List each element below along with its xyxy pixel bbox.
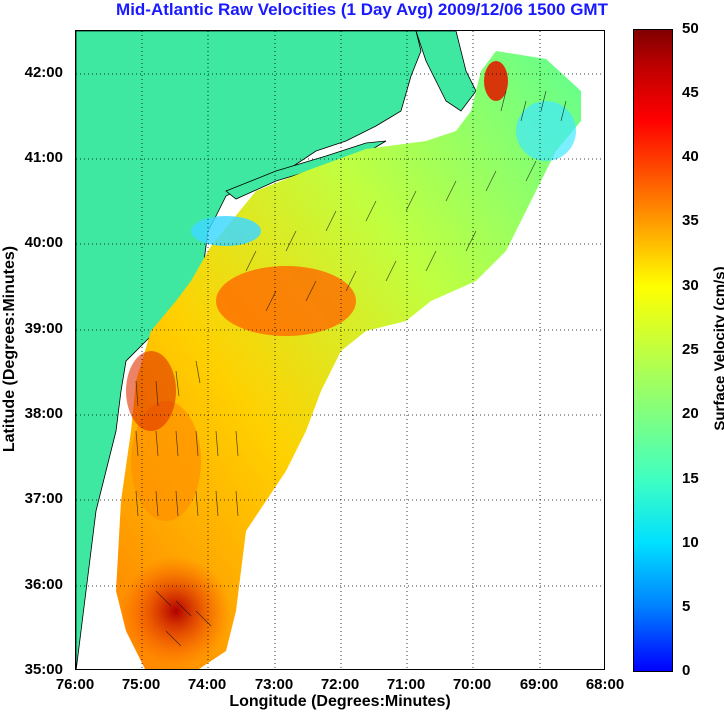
- colorbar-tick-label: 25: [682, 341, 699, 358]
- colorbar-tick-label: 35: [682, 212, 699, 229]
- map-plot-area[interactable]: [75, 30, 605, 670]
- x-axis-label: Longitude (Degrees:Minutes): [229, 693, 451, 710]
- y-tick-label: 35:00: [24, 661, 63, 678]
- colorbar-tick-label: 45: [682, 84, 699, 101]
- velocity-field: [116, 51, 581, 669]
- colorbar: [633, 29, 673, 672]
- x-tick-label: 70:00: [452, 676, 492, 693]
- x-tick-label: 74:00: [187, 676, 227, 693]
- colorbar-tick-label: 40: [682, 148, 699, 165]
- x-tick-label: 71:00: [386, 676, 426, 693]
- x-tick-label: 75:00: [121, 676, 161, 693]
- y-tick-label: 41:00: [24, 149, 63, 166]
- colorbar-tick-label: 10: [682, 534, 699, 551]
- land-long-island: [225, 140, 387, 200]
- y-tick-label: 38:00: [24, 405, 63, 422]
- chart-title: Mid-Atlantic Raw Velocities (1 Day Avg) …: [116, 0, 608, 19]
- colorbar-tick-label: 5: [682, 598, 691, 615]
- x-tick-label: 69:00: [519, 676, 559, 693]
- land-cape-cod: [415, 31, 477, 112]
- map-svg: [76, 31, 604, 669]
- y-axis-label: Latitude (Degrees:Minutes): [1, 245, 18, 453]
- map-gridlines: [76, 31, 604, 669]
- y-tick-label: 36:00: [24, 576, 63, 593]
- colorbar-tick-label: 15: [682, 470, 699, 487]
- y-tick-label: 39:00: [24, 320, 63, 337]
- x-tick-label: 72:00: [320, 676, 360, 693]
- colorbar-tick-label: 20: [682, 405, 699, 422]
- velocity-vectors: [135, 90, 567, 647]
- y-tick-label: 40:00: [24, 234, 63, 251]
- colorbar-tick-label: 0: [682, 662, 691, 679]
- y-tick-label: 42:00: [24, 64, 63, 81]
- colorbar-label: Surface Velocity (cm/s): [711, 266, 724, 431]
- colorbar-tick-label: 50: [682, 20, 699, 37]
- x-tick-label: 76:00: [55, 676, 95, 693]
- colorbar-tick-label: 30: [682, 277, 699, 294]
- x-tick-label: 73:00: [254, 676, 294, 693]
- y-tick-label: 37:00: [24, 490, 63, 507]
- x-tick-label: 68:00: [585, 676, 625, 693]
